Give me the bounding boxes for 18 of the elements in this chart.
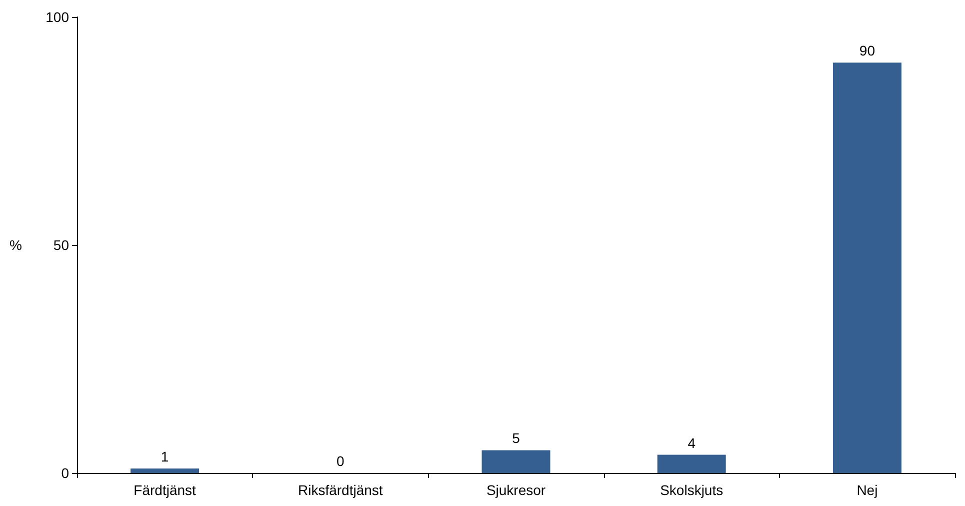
bar [130,468,200,473]
data-label: 90 [859,42,876,59]
x-tick-label: Skolskjuts [660,482,724,498]
x-tick-label: Sjukresor [486,482,546,498]
data-label: 4 [688,434,696,451]
data-label: 5 [512,430,520,446]
bar [482,450,550,473]
data-label: 1 [160,448,169,464]
data-label: 0 [336,453,344,469]
y-tick-label: 100 [46,9,70,25]
x-tick-label: Färdtjänst [134,482,196,498]
bar [657,454,726,473]
y-axis-title: % [10,237,22,253]
bar [832,62,902,473]
x-tick-label: Riksfärdtjänst [298,482,383,498]
x-tick-label: Nej [856,482,878,498]
y-tick-label: 50 [53,237,70,253]
y-tick-label: 0 [61,465,70,481]
